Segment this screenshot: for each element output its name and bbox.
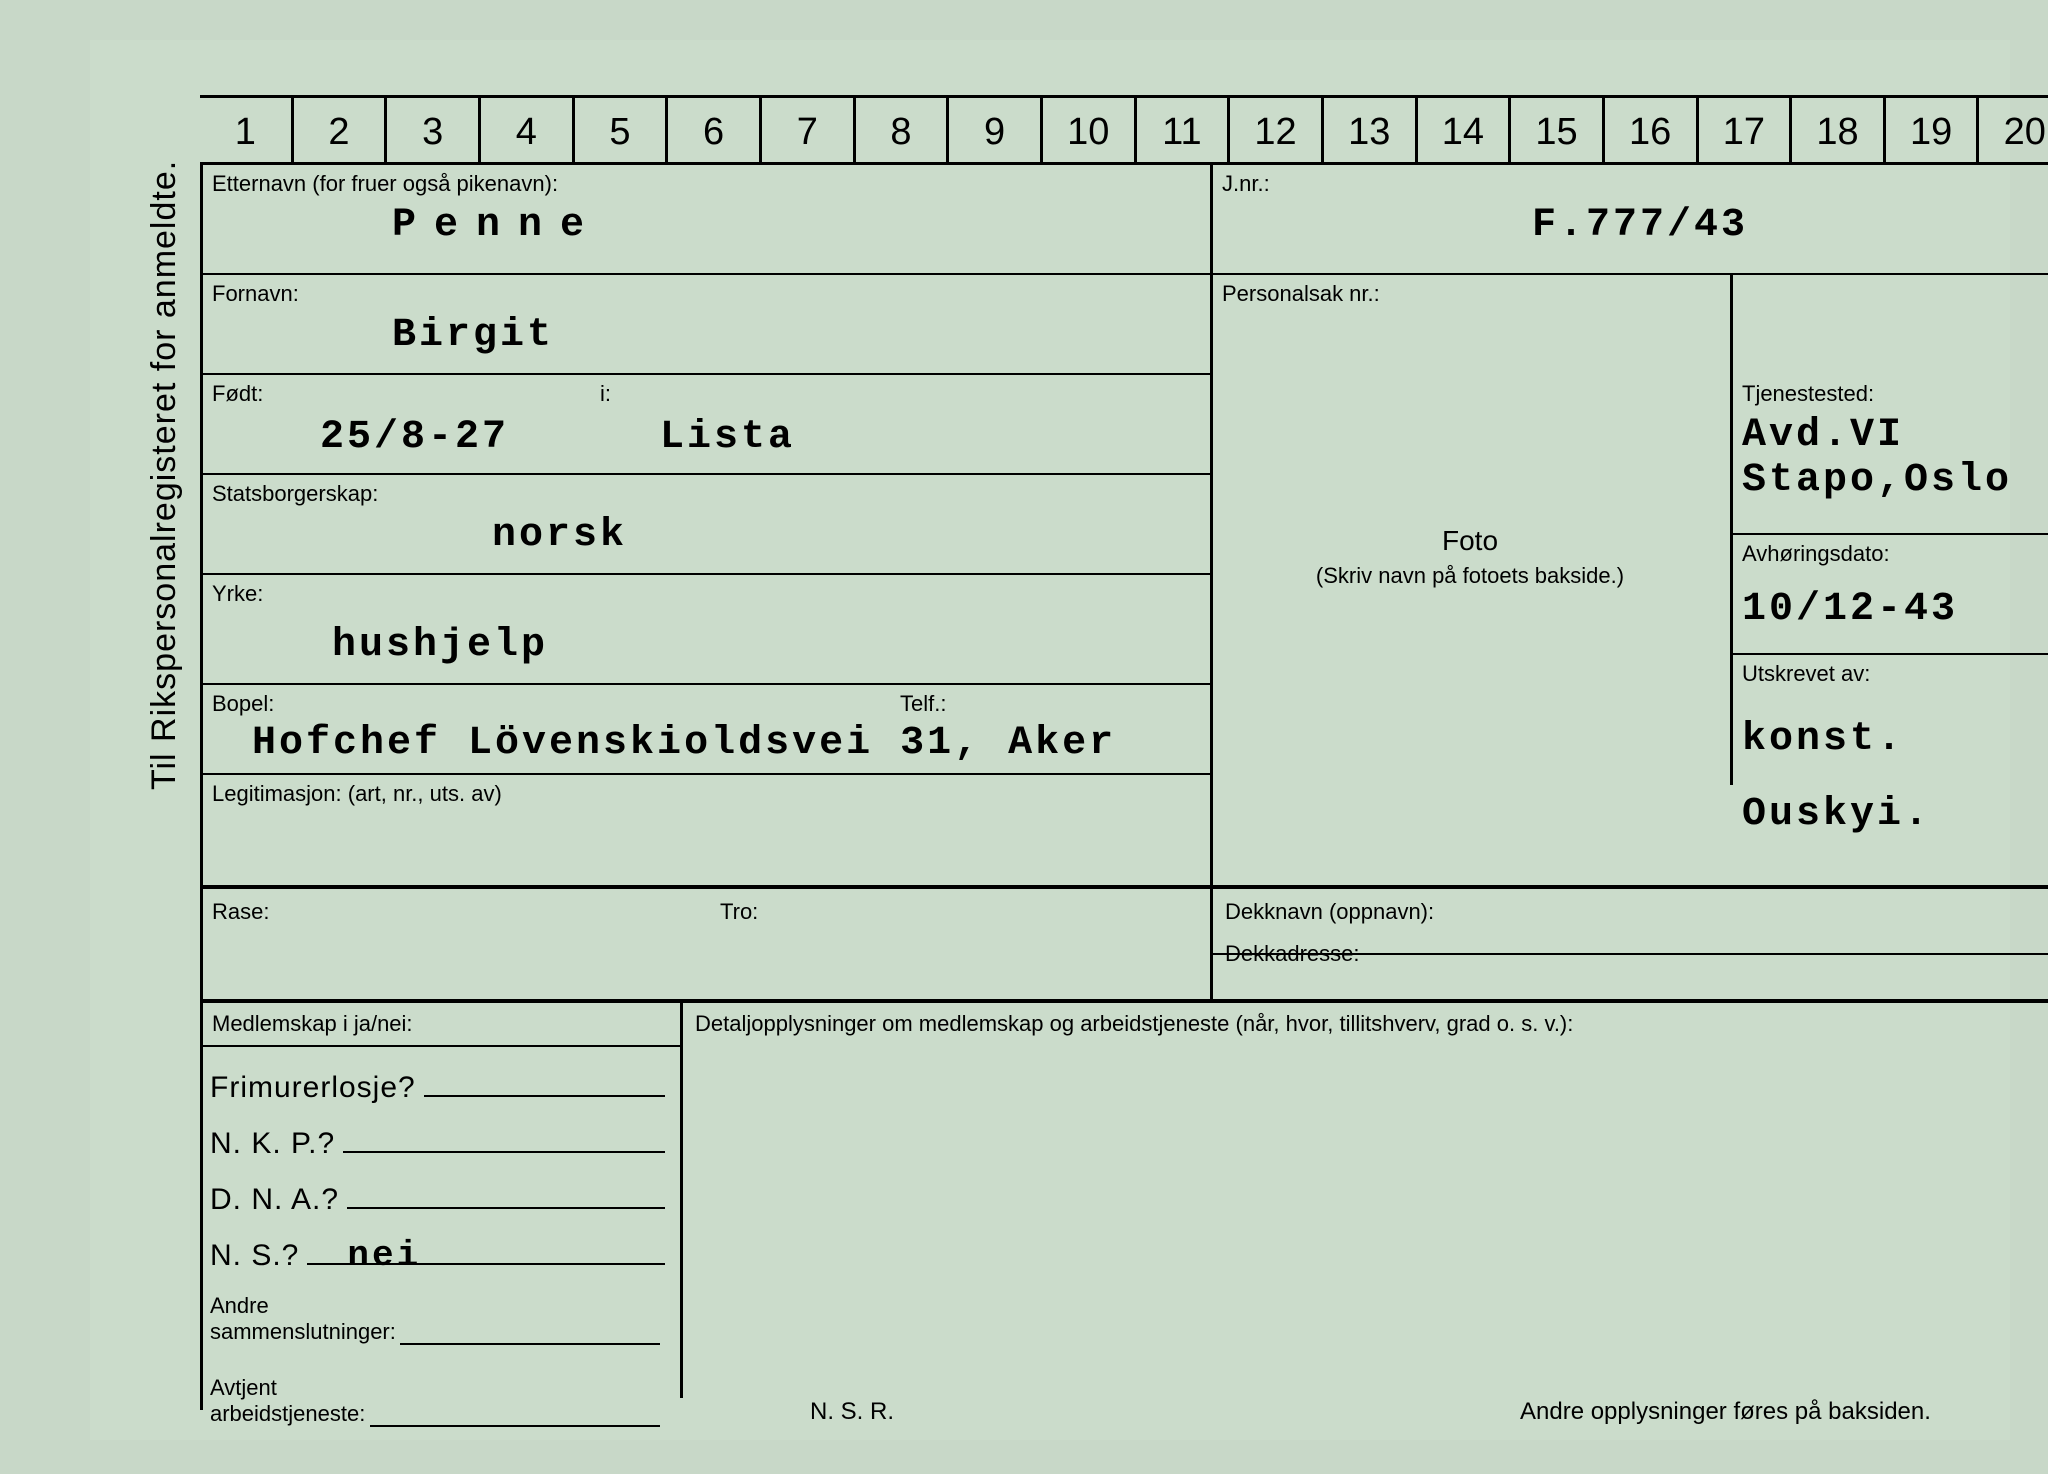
mem-frimurer: Frimurerlosje? [210,1067,665,1105]
value-utskrevet1: konst. [1742,687,2048,762]
label-i: i: [600,381,611,407]
ruler-tick: 10 [1043,98,1137,162]
hline-dekk [1213,953,2048,955]
label-legit: Legitimasjon: (art, nr., uts. av) [212,781,1198,807]
mem-q2: N. K. P.? [210,1127,335,1161]
cell-etternavn: Etternavn (for fruer også pikenavn): Pen… [200,165,1210,275]
ruler-tick: 17 [1699,98,1793,162]
label-jnr: J.nr.: [1222,171,2048,197]
cell-rase-tro: Rase: Tro: [200,889,1210,999]
value-tjenestested1: Avd.VI [1742,407,2048,458]
ruler-tick: 11 [1137,98,1231,162]
label-telf: Telf.: [900,691,946,717]
ruler-tick: 7 [762,98,856,162]
mem-ns: N. S.? nei [210,1235,665,1273]
ruler-tick: 3 [387,98,481,162]
cell-tjenestested: Tjenestested: Avd.VI Stapo,Oslo [1730,375,2048,535]
value-etternavn: Penne [212,197,1198,248]
mem-a4: nei [307,1235,665,1265]
mem-a3 [347,1179,665,1209]
mem-q3: D. N. A.? [210,1183,339,1217]
ruler-tick: 18 [1792,98,1886,162]
ruler-tick: 20 [1979,98,2048,162]
label-stats: Statsborgerskap: [212,481,1198,507]
mem-q1: Frimurerlosje? [210,1071,416,1105]
value-fodested: Lista [660,415,795,460]
value-stats: norsk [212,507,1198,558]
ruler-tick: 6 [668,98,762,162]
footer-nsr: N. S. R. [810,1398,894,1426]
ruler-tick: 12 [1230,98,1324,162]
mem-andre-samm: Andre sammenslutninger: [210,1293,665,1345]
label-utskrevet: Utskrevet av: [1742,661,2048,687]
label-dekknavn: Dekknavn (oppnavn): [1213,889,2048,935]
value-utskrevet2: Ouskyi. [1742,762,2048,837]
cell-avhoringsdato: Avhøringsdato: 10/12-43 [1730,535,2048,655]
vline-memcol [680,1003,683,1398]
label-fornavn: Fornavn: [212,281,1198,307]
label-personalsak: Personalsak nr.: [1222,281,1718,307]
mem-avtjent: Avtjent arbeidstjeneste: [210,1375,665,1427]
ruler-tick: 9 [949,98,1043,162]
ruler-tick: 15 [1511,98,1605,162]
value-tjenestested2: Stapo,Oslo [1742,458,2048,503]
value-avhoringsdato: 10/12-43 [1742,567,2048,632]
ruler-tick: 8 [856,98,950,162]
mem-dna: D. N. A.? [210,1179,665,1217]
label-rase: Rase: [212,899,269,925]
label-etternavn: Etternavn (for fruer også pikenavn): [212,171,1198,197]
footer-andre-opp: Andre opplysninger føres på baksiden. [1520,1398,1931,1426]
ruler-tick: 5 [575,98,669,162]
cell-dekk: Dekknavn (oppnavn): Dekkadresse: [1213,889,2048,999]
value-jnr: F.777/43 [1222,197,2048,248]
cell-medlemskap-hdr: Medlemskap i ja/nei: [200,1003,680,1047]
cell-detalj-hdr: Detaljopplysninger om medlemskap og arbe… [683,1003,2048,1047]
mem-q4: N. S.? [210,1239,299,1273]
label-avtjent: Avtjent arbeidstjeneste: [210,1375,365,1427]
form-card: Til Rikspersonalregisteret for anmeldte.… [90,40,2010,1440]
side-label: Til Rikspersonalregisteret for anmeldte. [145,160,184,790]
label-yrke: Yrke: [212,581,1198,607]
cell-fodt: Født: i: 25/8-27 Lista [200,375,1210,475]
label-foto: Foto [1210,525,1730,557]
mem-nkp: N. K. P.? [210,1123,665,1161]
label-fodt: Født: [212,381,263,407]
cell-legit: Legitimasjon: (art, nr., uts. av) [200,775,1210,885]
label-foto-sub: (Skriv navn på fotoets bakside.) [1210,563,1730,589]
value-fodt: 25/8-27 [320,415,509,460]
cell-fornavn: Fornavn: Birgit [200,275,1210,375]
label-bopel: Bopel: [212,691,274,717]
cell-personalsak: Personalsak nr.: [1210,275,1730,375]
ruler-tick: 13 [1324,98,1418,162]
label-andre-samm: Andre sammenslutninger: [210,1293,396,1345]
cell-stats: Statsborgerskap: norsk [200,475,1210,575]
value-bopel: Hofchef Lövenskioldsvei 31, Aker [212,691,1198,766]
ruler: 1 2 3 4 5 6 7 8 9 10 11 12 13 14 15 16 1… [200,95,2048,165]
cell-bopel: Bopel: Telf.: Hofchef Lövenskioldsvei 31… [200,685,1210,775]
label-tjenestested: Tjenestested: [1742,381,2048,407]
value-yrke: hushjelp [212,607,1198,668]
cell-jnr: J.nr.: F.777/43 [1210,165,2048,275]
label-medlemskap: Medlemskap i ja/nei: [212,1011,413,1036]
cell-foto: Foto (Skriv navn på fotoets bakside.) [1210,375,1730,785]
mem-a1 [424,1067,665,1097]
cell-yrke: Yrke: hushjelp [200,575,1210,685]
ruler-tick: 19 [1886,98,1980,162]
cell-utskrevet: Utskrevet av: konst. Ouskyi. [1730,655,2048,885]
ruler-tick: 1 [200,98,294,162]
ruler-tick: 16 [1605,98,1699,162]
ruler-tick: 14 [1418,98,1512,162]
ruler-tick: 2 [294,98,388,162]
value-fornavn: Birgit [212,307,1198,358]
mem-a2 [343,1123,665,1153]
ruler-tick: 4 [481,98,575,162]
label-avhoringsdato: Avhøringsdato: [1742,541,2048,567]
label-tro: Tro: [720,899,758,925]
membership-block: Frimurerlosje? N. K. P.? D. N. A.? N. S.… [210,1055,665,1427]
label-detalj: Detaljopplysninger om medlemskap og arbe… [695,1011,1573,1036]
